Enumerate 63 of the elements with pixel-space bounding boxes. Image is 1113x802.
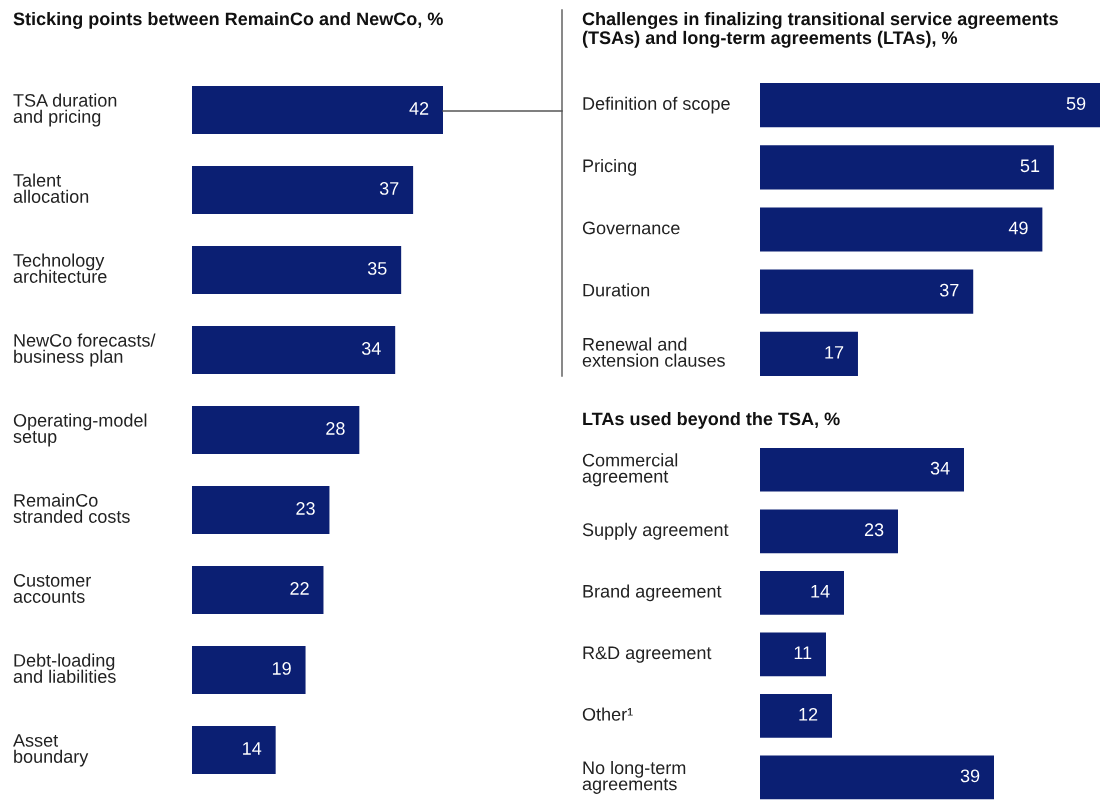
bar: [760, 145, 1054, 190]
chart-title: Challenges in finalizing transitional service agreements (TSAs) and long-term agreements (LTAs), %: [582, 12, 1058, 48]
bar: [192, 246, 402, 294]
category-label: Debt-loading and liabilities: [13, 653, 116, 683]
category-label: TSA duration and pricing: [13, 93, 117, 127]
bar: [192, 726, 276, 774]
data-label: 11: [794, 646, 812, 660]
bar: [760, 331, 858, 376]
bar: [192, 566, 324, 614]
bar: [192, 166, 414, 214]
bar: [192, 486, 330, 534]
data-label: 51: [1020, 159, 1040, 173]
category-label: NewCo forecasts/ business plan: [14, 333, 156, 367]
category-label: Duration: [583, 283, 650, 297]
bar: [760, 509, 898, 554]
data-label: 14: [811, 585, 830, 598]
chart-title: LTAs used beyond the TSA, %: [583, 412, 840, 429]
data-label: 49: [1008, 221, 1028, 235]
category-label: Governance: [582, 221, 680, 235]
bar: [760, 570, 844, 615]
category-label: Customer accounts: [13, 573, 91, 603]
category-label: R&D agreement: [583, 646, 712, 663]
data-label: 22: [290, 582, 309, 595]
data-label: 42: [409, 102, 429, 115]
category-label: Commercial agreement: [582, 453, 678, 487]
data-label: 12: [799, 707, 818, 721]
category-label: Renewal and extension clauses: [582, 337, 725, 367]
bar: [760, 207, 1043, 252]
category-label: Technology architecture: [13, 253, 107, 283]
category-label: Supply agreement: [582, 522, 729, 540]
category-label: Definition of scope: [583, 96, 730, 114]
bar: [192, 86, 443, 134]
bar: [192, 326, 396, 374]
category-label: RemainCo stranded costs: [13, 493, 130, 523]
category-label: Brand agreement: [583, 584, 722, 602]
bar: [192, 646, 306, 694]
data-label: 23: [296, 502, 315, 515]
bar: [760, 83, 1100, 128]
data-label: 34: [361, 342, 381, 355]
bar: [192, 406, 360, 454]
data-label: 39: [960, 769, 980, 783]
category-label: Pricing: [583, 158, 637, 176]
chart-title: Sticking points between RemainCo and NewCo, %: [13, 12, 443, 29]
category-label: Talent allocation: [13, 173, 89, 203]
data-label: 28: [326, 422, 345, 435]
category-label: No long-term agreements: [582, 760, 686, 794]
bar: [760, 632, 826, 677]
data-label: 37: [939, 283, 959, 297]
data-label: 19: [272, 662, 291, 675]
category-label: Operating-model setup: [13, 413, 147, 447]
data-label: 17: [825, 346, 844, 359]
data-label: 37: [379, 182, 399, 195]
bar: [760, 755, 994, 800]
data-label: 35: [367, 262, 387, 275]
data-label: 34: [930, 461, 950, 475]
data-label: 14: [243, 742, 262, 755]
data-label: 59: [1066, 97, 1086, 110]
bar: [760, 447, 964, 492]
data-label: 23: [864, 523, 884, 537]
category-label: Other¹: [582, 707, 633, 721]
bar: [760, 694, 832, 738]
category-label: Asset boundary: [13, 734, 89, 767]
bar: [760, 269, 974, 314]
